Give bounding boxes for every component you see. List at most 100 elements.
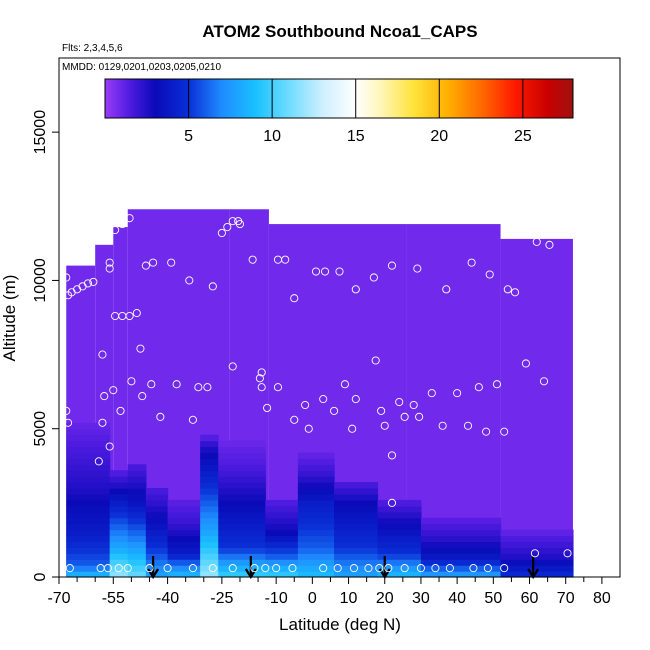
heatmap-cell [109,505,129,513]
sample-point [228,217,237,226]
sample-point [208,564,217,573]
heatmap-cell [218,529,266,537]
sample-point [145,564,154,573]
sample-point [228,362,237,371]
heatmap-cell [218,464,266,471]
sample-point [147,380,156,389]
y-tick-label: 5000 [32,411,49,447]
sample-point [103,564,112,573]
heatmap-cell [109,553,129,560]
colorbar-gradient [104,78,574,119]
sample-point [98,418,107,427]
heatmap-cell [200,535,219,543]
sample-point [427,389,436,398]
sample-point [272,564,281,573]
sample-point [364,564,373,573]
heatmap-cell [297,505,335,513]
sample-point [351,285,360,294]
heatmap-cell [66,476,111,483]
sample-point [351,395,360,404]
heatmap-cell [377,541,422,548]
sample-point [492,380,501,389]
sample-point [371,356,380,365]
heatmap-cell [66,428,111,436]
heatmap-cell [297,499,335,507]
sample-point [290,415,299,424]
heatmap-cell [218,470,266,477]
heatmap-cell [265,523,299,531]
heatmap-cell [200,553,219,560]
sample-point [340,380,349,389]
sample-point [453,389,462,398]
sample-point [301,400,310,410]
heatmap-cell [377,529,422,537]
sample-point [105,258,114,267]
sample-point [510,288,520,297]
heatmap-cell [66,470,111,477]
sample-point [500,564,509,573]
heatmap-cell [145,499,169,507]
chart-title: ATOM2 Southbound Ncoa1_CAPS [202,22,477,41]
heatmap-cell [127,488,147,495]
heatmap-cell [200,511,219,519]
sample-point [98,350,107,359]
sample-point [369,273,378,282]
sample-point [563,549,572,558]
heatmap-cell [297,535,335,543]
heatmap-cell [66,434,111,442]
heatmap-cell [200,499,219,507]
heatmap-cell [334,559,379,566]
x-tick-label: 40 [448,590,466,607]
heatmap-cell [109,535,129,543]
sample-point [395,397,404,407]
sample-point [118,220,127,229]
heatmap-cell [66,464,111,471]
heatmap-cell [200,529,219,537]
heatmap-cell [377,553,422,560]
colorbar-tick-label: 20 [430,128,448,145]
heatmap-cell [334,505,379,513]
heatmap-cell [334,535,379,543]
heatmap-cell [334,488,379,495]
heatmap-cell [200,559,219,566]
heatmap-cell [200,470,219,477]
sample-point [485,270,494,279]
heatmap-cell [145,559,169,566]
sample-point [255,374,264,383]
heatmap-cell [167,559,201,566]
heatmap-cell [218,488,266,495]
heatmap-cell [145,505,169,513]
sample-point [217,228,226,238]
heatmap-cell [109,559,129,566]
heatmap-cell [66,547,111,554]
sample-point [138,392,147,401]
heatmap-cell [145,535,169,543]
heatmap-cell [297,553,335,560]
dates-label: MMDD: 0129,0201,0203,0205,0210 [62,62,221,73]
heatmap-cell [109,571,129,578]
heatmap-cell [66,452,111,459]
heatmap-cell [66,529,111,537]
sample-point [413,264,422,273]
heatmap-cell [145,541,169,548]
heatmap-cell [200,440,219,448]
heatmap-cell [66,565,111,572]
heatmap-cell [167,553,201,560]
sample-point [348,424,357,433]
heatmap-cell [167,547,201,554]
sample-point [290,294,299,303]
heatmap-cell [420,529,502,537]
heatmap-cell [334,523,379,531]
sample-point [62,273,71,282]
heatmap-cell [297,476,335,483]
y-axis-label: Altitude (m) [0,275,19,362]
heatmap-cell [145,553,169,560]
heatmap-cell [265,559,299,566]
heatmap-cell [297,547,335,554]
sample-point [375,564,384,573]
heatmap-cell [109,541,129,548]
sample-point [416,564,425,573]
heatmap-cell [109,499,129,507]
heatmap-cell [297,541,335,548]
heatmap-cell [167,565,201,572]
